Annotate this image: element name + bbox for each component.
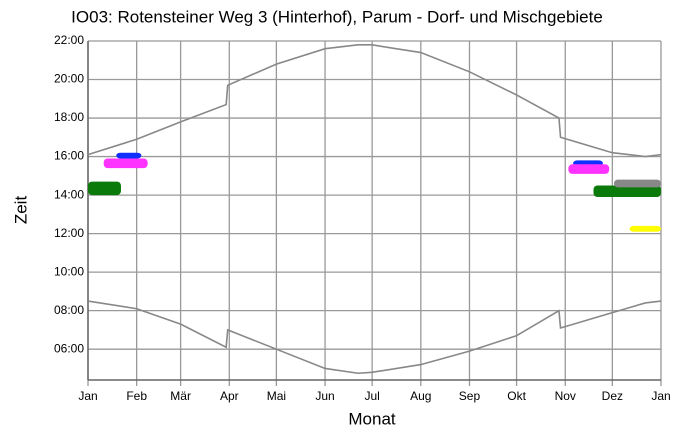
x-tick-label: Feb [126, 389, 147, 403]
shadow-period [568, 164, 610, 174]
x-tick-label: Dez [602, 389, 623, 403]
x-axis-label: Monat [348, 409, 396, 428]
x-tick-label: Okt [507, 389, 526, 403]
x-tick-label: Jan [651, 389, 670, 403]
x-tick-label: Apr [220, 389, 239, 403]
y-tick-label: 14:00 [54, 187, 84, 201]
y-tick-label: 06:00 [54, 341, 84, 355]
sun-line [87, 300, 662, 375]
x-tick-label: Jun [315, 389, 334, 403]
chart-title: IO03: Rotensteiner Weg 3 (Hinterhof), Pa… [71, 7, 603, 26]
shadow-period [103, 158, 148, 169]
x-tick-label: Nov [555, 389, 576, 403]
x-tick-label: Mär [170, 389, 191, 403]
y-tick-label: 16:00 [54, 149, 84, 163]
y-tick-label: 22:00 [54, 33, 84, 47]
x-tick-label: Mai [267, 389, 286, 403]
x-tick-label: Jul [364, 389, 379, 403]
y-tick-label: 12:00 [54, 226, 84, 240]
y-tick-label: 10:00 [54, 264, 84, 278]
x-tick-label: Sep [459, 389, 481, 403]
shadow-period [593, 185, 661, 198]
x-tick-label: Jan [78, 389, 97, 403]
y-tick-label: 20:00 [54, 72, 84, 86]
y-axis-label: Zeit [11, 196, 30, 225]
sun-line [87, 44, 662, 158]
shadow-period [116, 152, 142, 159]
y-tick-label: 18:00 [54, 110, 84, 124]
shadow-period [88, 181, 121, 196]
y-tick-label: 08:00 [54, 303, 84, 317]
x-tick-label: Aug [410, 389, 431, 403]
shadow-period [629, 225, 661, 232]
shadow-period [613, 179, 661, 188]
